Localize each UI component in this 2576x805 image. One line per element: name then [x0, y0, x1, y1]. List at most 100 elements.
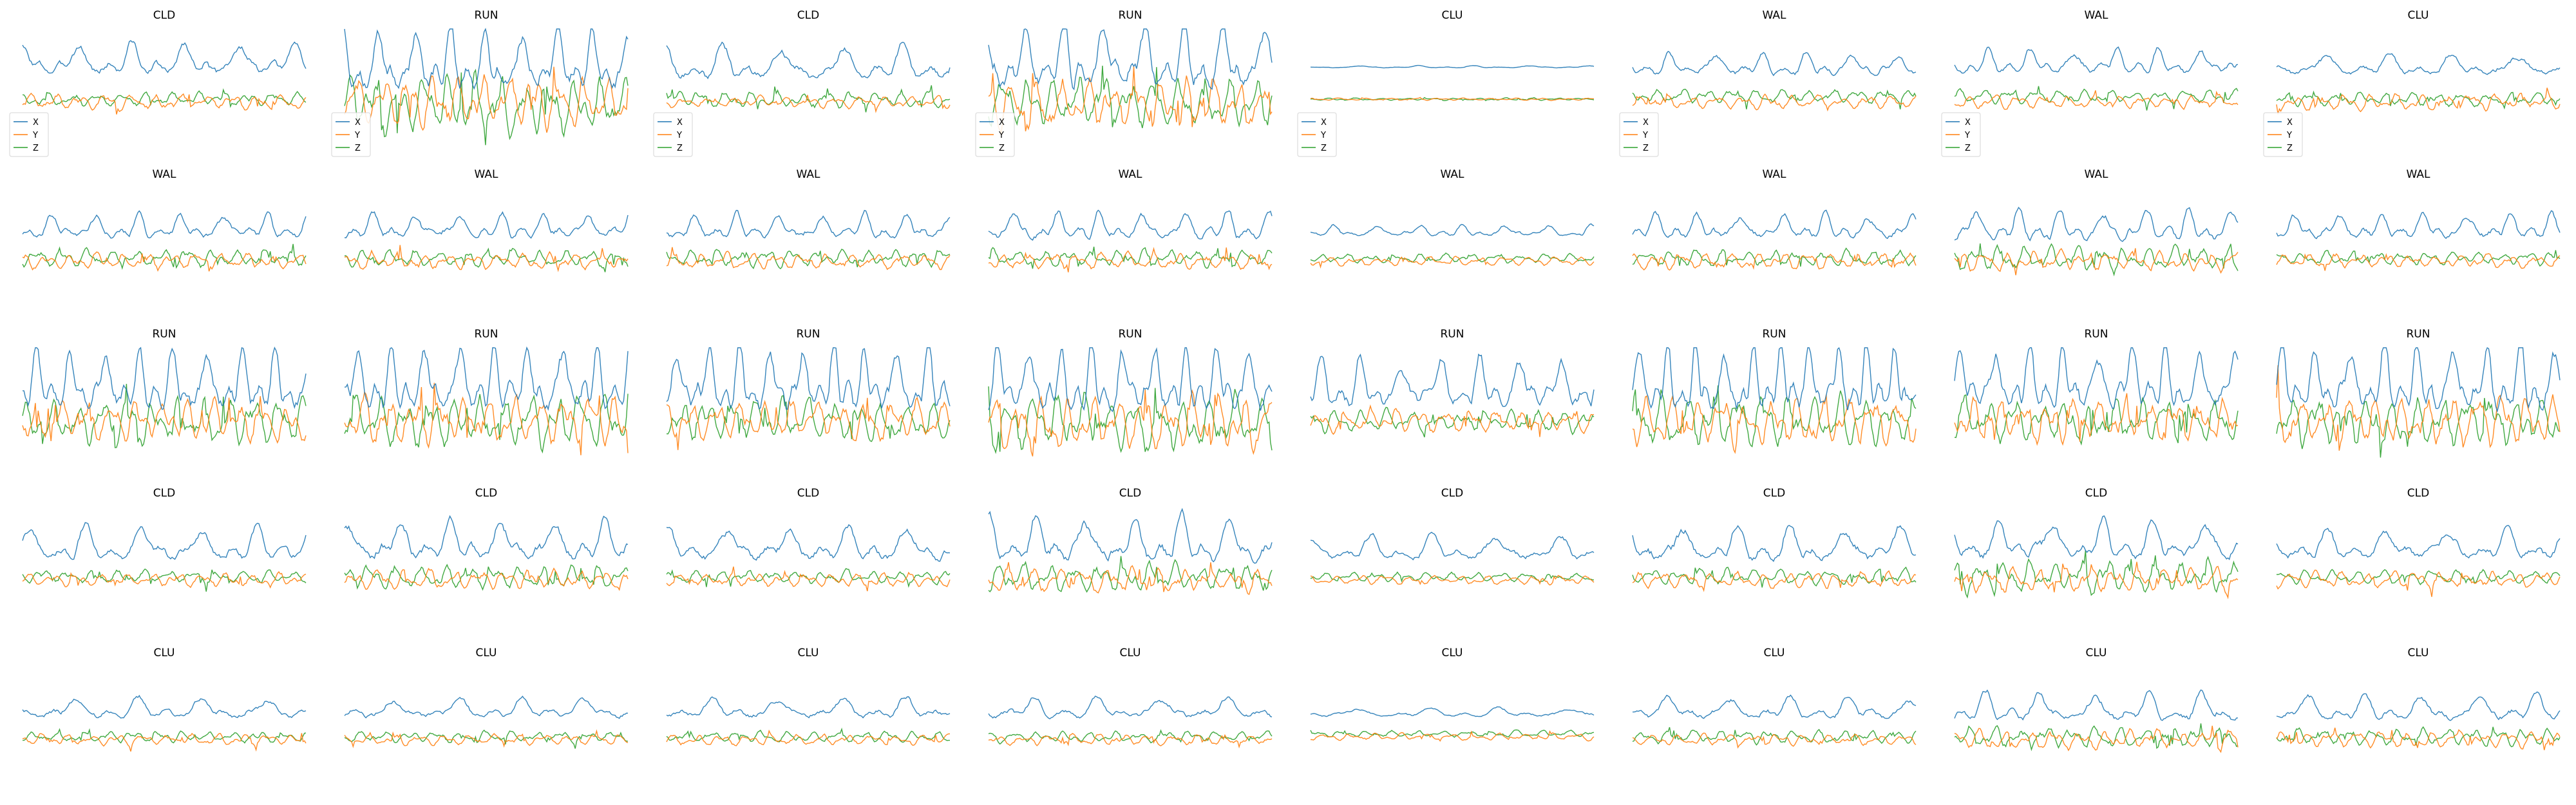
series-line-z: [1310, 252, 1595, 264]
series-line-y: [344, 567, 629, 591]
series-line-z: [344, 393, 629, 454]
series-line-x: [22, 522, 307, 560]
subplot-svg: WAL: [344, 168, 629, 272]
subplot-title: WAL: [797, 168, 821, 181]
subplot-title: WAL: [2085, 168, 2109, 181]
series-line-y: [1310, 256, 1595, 269]
legend-label-x: X: [33, 118, 39, 128]
series-line-y: [2276, 253, 2561, 271]
series-line-y: [1632, 93, 1917, 112]
series-line-x: [344, 211, 629, 239]
subplot-title: CLD: [1119, 487, 1141, 500]
series-line-y: [1310, 404, 1595, 437]
series-line-x: [666, 209, 951, 239]
subplot-panel: CLU: [1954, 647, 2239, 795]
series-line-y: [666, 94, 951, 113]
subplot-title: CLD: [797, 9, 819, 22]
series-line-x: [1310, 64, 1595, 69]
subplot-svg: WAL: [2276, 168, 2561, 271]
subplot-panel: CLD: [344, 487, 629, 636]
series-line-y: [2276, 727, 2561, 750]
series-line-z: [2276, 726, 2561, 748]
subplot-title: CLD: [1441, 487, 1463, 500]
series-line-x: [344, 28, 629, 90]
series-line-z: [1954, 723, 2239, 752]
subplot-panel: CLD: [1954, 487, 2239, 636]
subplot-title: RUN: [1441, 328, 1464, 341]
legend-label-y: Y: [354, 131, 360, 140]
subplot-svg: CLD: [988, 487, 1273, 596]
subplot-svg: RUN: [1632, 328, 1917, 455]
subplot-panel: WAL: [1632, 168, 1917, 317]
subplot-title: CLU: [1120, 647, 1141, 659]
subplot-title: RUN: [1763, 328, 1786, 341]
series-line-z: [1954, 394, 2239, 446]
series-line-z: [1632, 247, 1917, 267]
series-line-x: [22, 40, 307, 74]
legend-label-x: X: [999, 118, 1005, 128]
subplot-svg: RUN: [666, 328, 951, 450]
series-line-y: [1632, 394, 1917, 455]
series-line-y: [988, 247, 1273, 272]
series-line-y: [2276, 569, 2561, 597]
series-line-y: [666, 729, 951, 746]
series-line-x: [1954, 46, 2239, 74]
series-line-x: [344, 515, 629, 560]
series-line-y: [988, 733, 1273, 749]
series-line-y: [1954, 562, 2239, 600]
series-line-z: [2276, 569, 2561, 585]
legend-label-z: Z: [1643, 144, 1649, 153]
subplot-svg: CLD: [344, 487, 629, 591]
series-line-x: [988, 507, 1273, 564]
series-line-z: [1632, 88, 1917, 109]
subplot-panel: CLU: [988, 647, 1273, 795]
subplot-panel: CLU: [1632, 647, 1917, 795]
series-line-y: [666, 566, 951, 592]
series-line-z: [1310, 406, 1595, 438]
legend-label-x: X: [1965, 118, 1971, 128]
subplot-panel: RUN X Y Z: [331, 9, 629, 158]
series-line-x: [22, 346, 307, 410]
legend-label-z: Z: [1321, 144, 1327, 153]
series-line-z: [22, 243, 307, 270]
subplot-title: CLD: [153, 9, 175, 22]
legend-label-z: Z: [2287, 144, 2293, 153]
subplot-title: CLU: [1764, 647, 1785, 659]
series-line-y: [344, 66, 629, 133]
subplot-panel: RUN: [1310, 328, 1595, 477]
subplot-title: CLD: [1763, 487, 1785, 500]
subplot-svg: WAL: [1632, 168, 1917, 271]
legend: XYZ: [9, 112, 49, 157]
series-line-x: [1310, 706, 1595, 717]
series-line-x: [988, 696, 1273, 720]
series-line-x: [666, 524, 951, 562]
subplot-svg: RUN: [344, 328, 629, 455]
legend: XYZ: [331, 112, 371, 157]
legend-label-y: Y: [1320, 131, 1326, 140]
series-line-z: [344, 729, 629, 749]
series-line-x: [2276, 691, 2561, 721]
legend-label-x: X: [355, 118, 361, 128]
series-line-y: [1632, 570, 1917, 592]
legend-label-y: Y: [1964, 131, 1970, 140]
series-line-z: [988, 729, 1273, 745]
series-line-z: [988, 246, 1273, 269]
subplot-svg: RUN: [22, 328, 307, 448]
subplot-title: RUN: [475, 328, 498, 341]
series-line-x: [1632, 209, 1917, 240]
subplot-svg: CLD: [2276, 487, 2561, 597]
subplot-title: CLU: [154, 647, 175, 659]
subplot-svg: CLU: [988, 647, 1273, 749]
subplot-title: WAL: [2085, 9, 2109, 22]
series-line-x: [666, 347, 951, 410]
series-line-y: [1311, 730, 1595, 742]
subplot-title: CLD: [2085, 487, 2107, 500]
legend: XYZ: [1297, 112, 1337, 157]
subplot-svg: CLU: [344, 647, 629, 749]
subplot-panel: WAL: [1954, 168, 2239, 317]
series-line-y: [666, 396, 951, 450]
subplot-svg: WAL: [988, 168, 1273, 272]
series-line-y: [1632, 252, 1917, 271]
subplot-panel: RUN: [988, 328, 1273, 477]
subplot-svg: CLD: [666, 487, 951, 592]
